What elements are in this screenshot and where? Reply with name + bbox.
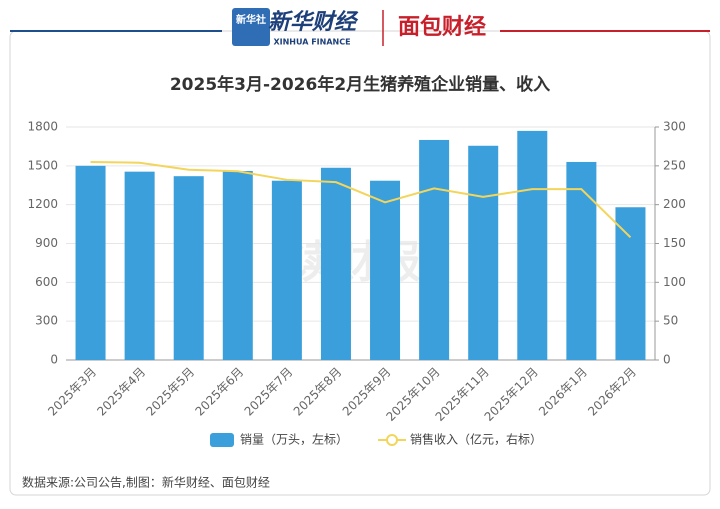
bar	[370, 180, 401, 360]
y2-tick-label: 150	[663, 236, 686, 250]
chart-title: 2025年3月-2026年2月生猪养殖企业销量、收入	[170, 74, 550, 95]
y2-tick-label: 250	[663, 158, 686, 172]
y-tick-label: 1200	[27, 197, 58, 211]
y-tick-label: 600	[35, 275, 58, 289]
bar	[468, 145, 499, 360]
bar	[517, 130, 548, 360]
y-tick-label: 1800	[27, 120, 58, 134]
line	[90, 160, 632, 239]
bar	[271, 180, 302, 360]
y2-tick-label: 100	[663, 275, 686, 289]
watermark: 读财报	[289, 237, 421, 288]
bar	[566, 161, 597, 360]
legend-swatch	[210, 433, 234, 447]
partner: 面包财经	[398, 14, 486, 40]
y2-tick-label: 300	[663, 120, 686, 134]
y-tick-label: 0	[50, 353, 58, 367]
y2-tick-label: 200	[663, 197, 686, 211]
logo-badge: 新华社	[236, 13, 266, 26]
bar	[75, 165, 106, 360]
bar	[419, 139, 450, 360]
legend-swatch	[386, 434, 399, 446]
source-note: 数据来源:公司公告,制图：新华财经、面包财经	[22, 475, 270, 490]
bar	[124, 171, 155, 360]
bar	[222, 171, 253, 360]
bar	[320, 167, 351, 360]
bar	[615, 207, 646, 360]
legend-label: 销量（万头，左标）	[240, 432, 348, 447]
brand-en: XINHUA FINANCE	[273, 38, 350, 47]
y2-tick-label: 50	[663, 314, 678, 328]
y-tick-label: 300	[35, 314, 58, 328]
y-tick-label: 900	[35, 236, 58, 250]
y-tick-label: 1500	[27, 158, 58, 172]
bar	[173, 176, 204, 360]
y2-tick-label: 0	[663, 353, 671, 367]
legend-label: 销售收入（亿元，右标）	[410, 432, 542, 447]
logo-box	[232, 8, 270, 46]
brand: 新华财经	[268, 9, 359, 35]
